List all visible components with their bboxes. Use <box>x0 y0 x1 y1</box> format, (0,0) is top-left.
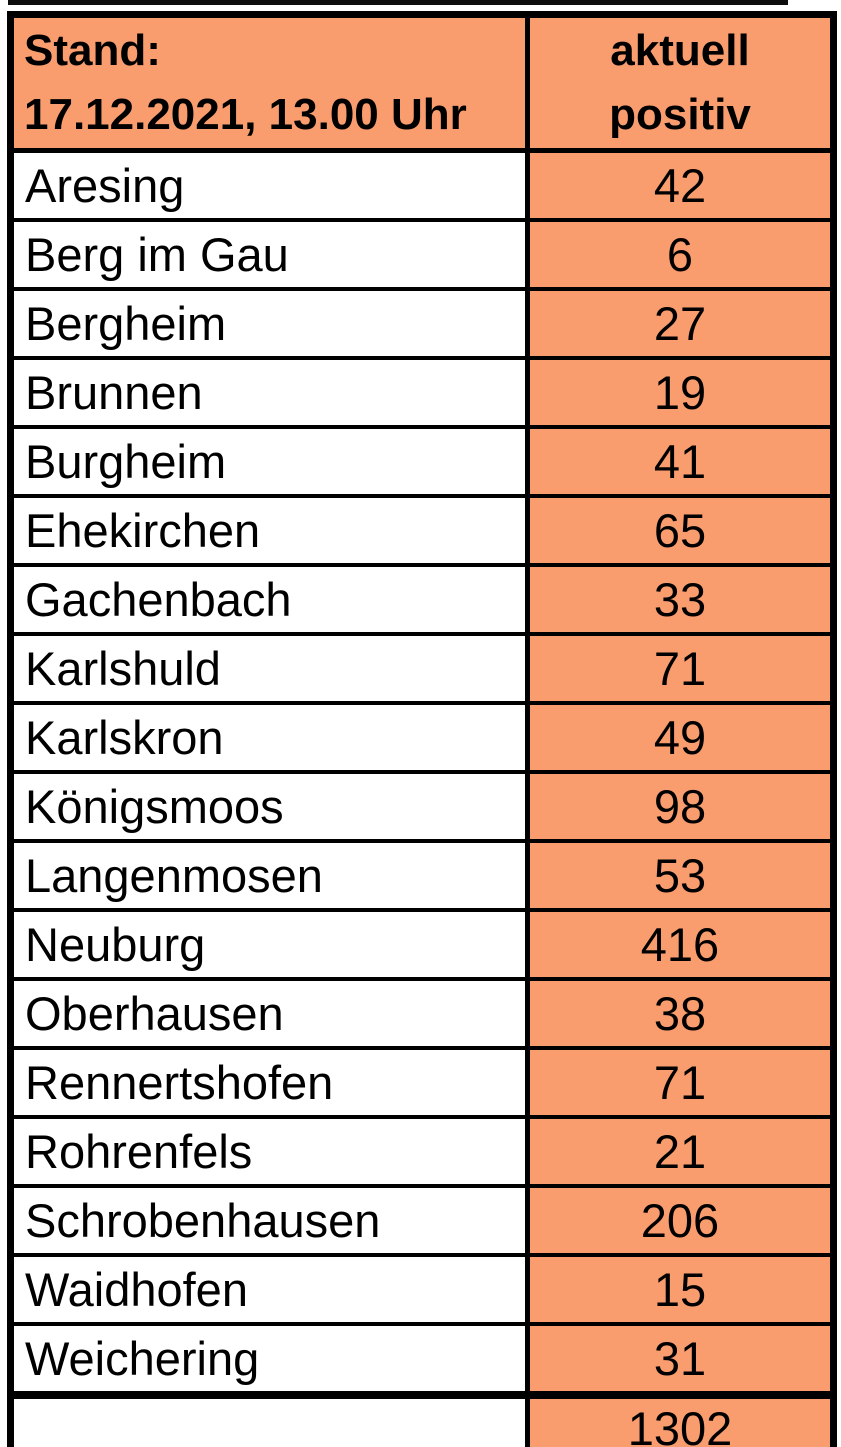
stand-datetime: 17.12.2021, 13.00 Uhr <box>24 90 467 139</box>
table-row: Weichering 31 <box>8 1322 836 1397</box>
municipality-cell: Schrobenhausen <box>8 1184 530 1257</box>
table-row: Bergheim 27 <box>8 287 836 360</box>
stand-label: Stand: <box>24 26 161 75</box>
municipality-cell: Berg im Gau <box>8 218 530 291</box>
total-empty-cell <box>8 1393 530 1447</box>
value-cell: 53 <box>525 839 836 912</box>
value-cell: 71 <box>525 1046 836 1119</box>
table-row: Schrobenhausen 206 <box>8 1184 836 1257</box>
header-cell-aktuell-positiv: aktuell positiv <box>525 12 836 153</box>
value-cell: 27 <box>525 287 836 360</box>
table-row: Burgheim 41 <box>8 425 836 498</box>
table-row: Ehekirchen 65 <box>8 494 836 567</box>
municipality-cell: Weichering <box>8 1322 530 1397</box>
table-row: Aresing 42 <box>8 148 836 222</box>
municipality-cell: Waidhofen <box>8 1253 530 1326</box>
table-row: Waidhofen 15 <box>8 1253 836 1326</box>
value-cell: 31 <box>525 1322 836 1397</box>
table-row: Berg im Gau 6 <box>8 218 836 291</box>
value-cell: 41 <box>525 425 836 498</box>
header-row: Stand: 17.12.2021, 13.00 Uhr aktuell pos… <box>8 12 836 153</box>
value-cell: 33 <box>525 563 836 636</box>
total-value-cell: 1302 <box>525 1393 836 1447</box>
municipality-cell: Langenmosen <box>8 839 530 912</box>
positiv-label: positiv <box>609 90 751 139</box>
total-row: 1302 <box>8 1393 836 1447</box>
header-cell-stand: Stand: 17.12.2021, 13.00 Uhr <box>8 12 530 153</box>
municipality-cell: Neuburg <box>8 908 530 981</box>
table-row: Karlskron 49 <box>8 701 836 774</box>
covid-cases-table: Stand: 17.12.2021, 13.00 Uhr aktuell pos… <box>7 11 837 1447</box>
value-cell: 38 <box>525 977 836 1050</box>
value-cell: 65 <box>525 494 836 567</box>
table-row: Neuburg 416 <box>8 908 836 981</box>
municipality-cell: Oberhausen <box>8 977 530 1050</box>
municipality-cell: Königsmoos <box>8 770 530 843</box>
municipality-cell: Rennertshofen <box>8 1046 530 1119</box>
value-cell: 416 <box>525 908 836 981</box>
municipality-cell: Karlshuld <box>8 632 530 705</box>
table-row: Brunnen 19 <box>8 356 836 429</box>
municipality-cell: Karlskron <box>8 701 530 774</box>
table-row: Gachenbach 33 <box>8 563 836 636</box>
table-row: Rennertshofen 71 <box>8 1046 836 1119</box>
value-cell: 15 <box>525 1253 836 1326</box>
value-cell: 19 <box>525 356 836 429</box>
value-cell: 21 <box>525 1115 836 1188</box>
municipality-cell: Gachenbach <box>8 563 530 636</box>
municipality-cell: Bergheim <box>8 287 530 360</box>
cropped-table-edge <box>8 0 788 5</box>
municipality-cell: Ehekirchen <box>8 494 530 567</box>
municipality-cell: Burgheim <box>8 425 530 498</box>
municipality-cell: Brunnen <box>8 356 530 429</box>
municipality-cell: Aresing <box>8 148 530 222</box>
value-cell: 42 <box>525 148 836 222</box>
municipality-cell: Rohrenfels <box>8 1115 530 1188</box>
table-row: Karlshuld 71 <box>8 632 836 705</box>
table-row: Langenmosen 53 <box>8 839 836 912</box>
table-row: Rohrenfels 21 <box>8 1115 836 1188</box>
value-cell: 98 <box>525 770 836 843</box>
table-row: Oberhausen 38 <box>8 977 836 1050</box>
value-cell: 49 <box>525 701 836 774</box>
value-cell: 71 <box>525 632 836 705</box>
value-cell: 6 <box>525 218 836 291</box>
aktuell-label: aktuell <box>610 26 750 75</box>
table-row: Königsmoos 98 <box>8 770 836 843</box>
value-cell: 206 <box>525 1184 836 1257</box>
